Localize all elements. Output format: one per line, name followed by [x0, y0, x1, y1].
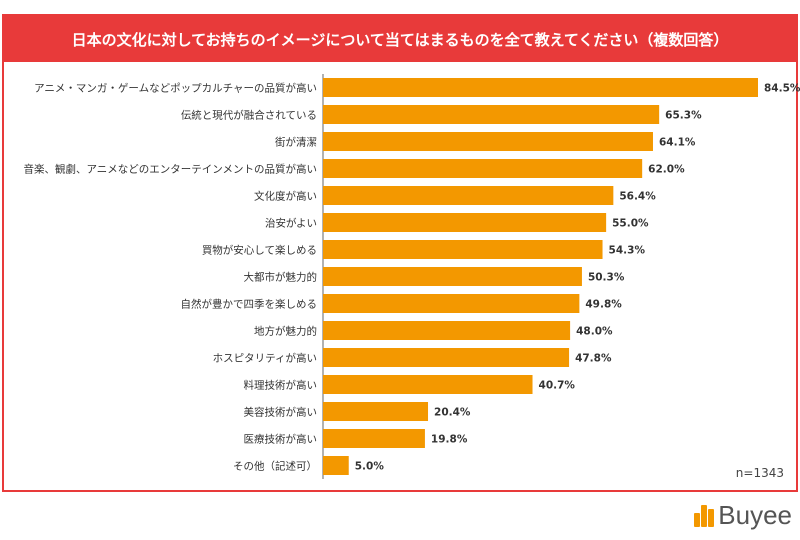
value-label: 62.0% — [648, 164, 685, 176]
value-label: 20.4% — [434, 407, 471, 419]
bar — [323, 186, 614, 205]
category-label: 医療技術が高い — [244, 433, 318, 446]
bar — [323, 267, 582, 286]
category-label: 伝統と現代が融合されている — [181, 109, 317, 122]
category-label: 自然が豊かで四季を楽しめる — [181, 298, 318, 311]
value-label: 84.5% — [764, 83, 800, 95]
bar — [323, 213, 607, 232]
value-label: 48.0% — [576, 326, 613, 338]
buyee-logo-icon — [694, 504, 715, 527]
bar — [323, 132, 653, 151]
value-label: 65.3% — [665, 110, 702, 122]
value-label: 64.1% — [659, 137, 696, 149]
chart-title: 日本の文化に対してお持ちのイメージについて当てはまるものを全て教えてください（複… — [4, 16, 796, 62]
value-label: 19.8% — [431, 434, 468, 446]
category-label: その他（記述可） — [233, 460, 317, 473]
sample-size-note: n=1343 — [735, 466, 784, 480]
bar — [323, 78, 758, 97]
bar — [323, 375, 533, 394]
value-label: 55.0% — [612, 218, 649, 230]
category-label: アニメ・マンガ・ゲームなどポップカルチャーの品質が高い — [34, 82, 317, 95]
value-label: 50.3% — [588, 272, 625, 284]
value-label: 49.8% — [585, 299, 622, 311]
bar — [323, 294, 580, 313]
bar — [323, 429, 425, 448]
category-label: 買物が安心して楽しめる — [202, 244, 317, 257]
bar-chart: アニメ・マンガ・ゲームなどポップカルチャーの品質が高い 84.5% 伝統と現代が融合… — [24, 74, 800, 479]
category-label: 治安がよい — [265, 217, 317, 230]
value-label: 5.0% — [355, 461, 385, 473]
category-label: 街が清潔 — [275, 136, 317, 149]
bar — [323, 159, 643, 178]
bar — [323, 348, 570, 367]
category-label: 音楽、観劇、アニメなどのエンターテインメントの品質が高い — [24, 163, 317, 176]
bar — [323, 240, 603, 259]
bar — [323, 321, 571, 340]
buyee-logo: Buyee — [694, 500, 792, 531]
value-label: 56.4% — [619, 191, 656, 203]
category-label: 美容技術が高い — [244, 406, 318, 419]
value-label: 47.8% — [575, 353, 612, 365]
buyee-logo-text: Buyee — [718, 500, 792, 530]
category-label: 料理技術が高い — [244, 379, 318, 392]
category-label: 地方が魅力的 — [254, 325, 317, 338]
bar — [323, 402, 429, 421]
bar — [323, 105, 660, 124]
category-label: ホスピタリティが高い — [213, 352, 317, 365]
category-label: 大都市が魅力的 — [244, 271, 318, 284]
value-label: 54.3% — [609, 245, 646, 257]
category-label: 文化度が高い — [254, 190, 317, 203]
bar — [323, 456, 349, 475]
value-label: 40.7% — [539, 380, 576, 392]
